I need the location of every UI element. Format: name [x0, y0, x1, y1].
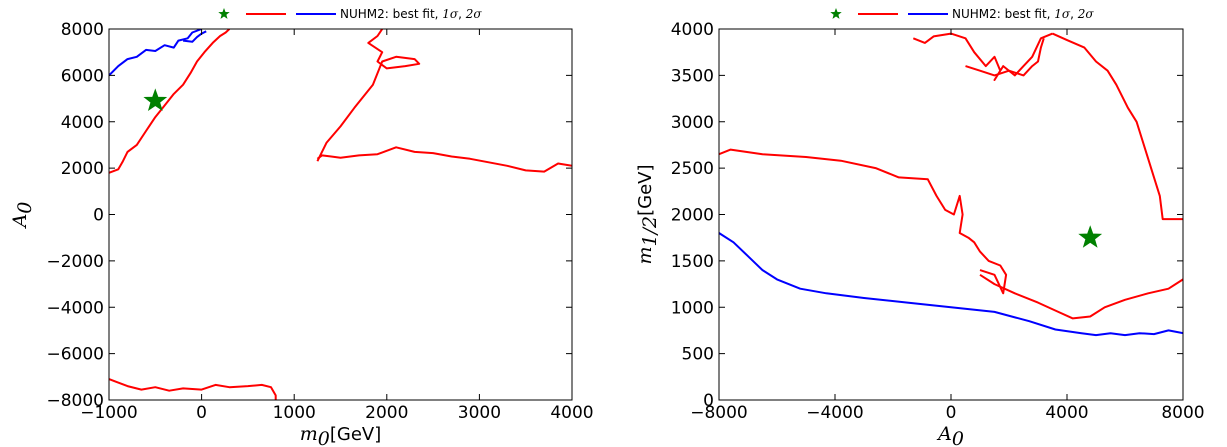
chart-1-series-group — [719, 32, 1183, 337]
chart-1-x-axis-label: A0 — [936, 423, 964, 447]
chart-0-y-tick-label-0: −8000 — [46, 391, 104, 411]
chart-0-x-tick-label-0: −1000 — [80, 403, 138, 423]
chart-1-y-tick-label-2: 1000 — [671, 298, 714, 318]
chart-0-y-tick-label-7: 6000 — [61, 66, 104, 86]
chart-0-series-line-2 — [316, 29, 421, 162]
chart-1-x-tick-label-4: 8000 — [1161, 403, 1204, 423]
chart-0-series-line-0 — [109, 29, 231, 174]
chart-0-series-line-3 — [109, 378, 277, 400]
chart-0-series-line-5 — [182, 30, 207, 43]
chart-1-legend-sep: , — [1070, 7, 1078, 21]
chart-0-y-axis-label: A0 — [9, 202, 36, 230]
chart-1-x-tick-label-1: −4000 — [806, 403, 864, 423]
chart-1-y-axis-label-unit: [GeV] — [635, 165, 656, 216]
chart-1-plot-frame — [718, 28, 1184, 401]
chart-0-y-tick-label-8: 8000 — [61, 20, 104, 40]
chart-0-legend-sep: , — [458, 7, 466, 21]
chart-0-y-tick-label-5: 2000 — [61, 159, 104, 179]
chart-0-series-line-1 — [316, 146, 572, 173]
chart-1-legend: NUHM2: best fit, 1σ, 2σ — [830, 7, 1094, 21]
chart-m0-a0: −1000 0 1000 2000 3000 4000−8000−6000−4000−20… — [9, 7, 594, 447]
chart-0-legend-label: NUHM2: best fit, — [340, 7, 442, 21]
chart-0-x-axis-label-symbol: m — [300, 423, 318, 445]
chart-0-x-tick-label-3: 2000 — [365, 403, 408, 423]
chart-1-series-line-4 — [1052, 32, 1183, 221]
chart-1-legend-sig1: 1σ — [1054, 7, 1071, 21]
chart-0-series-group — [109, 29, 572, 400]
chart-1-series-line-3 — [965, 38, 1045, 77]
chart-1-x-axis-label-sub: 0 — [952, 428, 964, 447]
chart-1-series-line-5 — [719, 232, 1183, 337]
chart-1-x-axis-label-symbol: A — [936, 423, 952, 445]
chart-1-y-axis-label-sub: 1/2 — [639, 216, 661, 247]
chart-0-legend-text: NUHM2: best fit, 1σ, 2σ — [340, 7, 482, 21]
chart-0-x-axis-label-sub: 0 — [318, 428, 330, 447]
chart-0-series-line-4 — [109, 29, 202, 77]
chart-0-legend-star-marker — [218, 8, 230, 19]
chart-0-y-tick-label-3: −2000 — [46, 252, 104, 272]
chart-1-legend-star-marker — [830, 8, 842, 19]
chart-1-y-tick-label-1: 500 — [682, 345, 714, 365]
chart-a0-m12: −8000 −4000 0 4000 8000 0 500 1000 1500 2000 2500 3… — [634, 7, 1205, 447]
chart-0-best-fit-star — [143, 88, 168, 111]
chart-1-x-tick-label-3: 4000 — [1045, 403, 1088, 423]
chart-0-y-tick-label-6: 4000 — [61, 113, 104, 133]
chart-0-x-tick-label-4: 3000 — [458, 403, 501, 423]
chart-1-x-tick-label-0: −8000 — [690, 403, 748, 423]
chart-0-legend-sig2: 2σ — [465, 7, 483, 21]
chart-1-y-tick-label-4: 2000 — [671, 206, 714, 226]
chart-1-best-fit-star — [1078, 225, 1103, 248]
chart-1-y-tick-label-6: 3000 — [671, 113, 714, 133]
chart-1-y-tick-label-7: 3500 — [671, 66, 714, 86]
chart-0-y-tick-label-4: 0 — [93, 206, 104, 226]
chart-1-y-tick-label-8: 4000 — [671, 20, 714, 40]
chart-0-y-tick-label-1: −6000 — [46, 345, 104, 365]
chart-1-legend-sig2: 2σ — [1077, 7, 1095, 21]
chart-0-y-tick-label-2: −4000 — [46, 298, 104, 318]
chart-1-series-line-0 — [719, 148, 1008, 295]
chart-1-series-line-2 — [912, 32, 1053, 81]
chart-1-y-tick-label-5: 2500 — [671, 159, 714, 179]
chart-1-legend-label: NUHM2: best fit, — [952, 7, 1054, 21]
chart-0-y-axis-label-symbol: A — [9, 214, 31, 230]
chart-0-legend-sig1: 1σ — [442, 7, 459, 21]
chart-1-y-axis-label: m1/2[GeV] — [634, 165, 661, 265]
chart-0-x-tick-label-1: 0 — [196, 403, 207, 423]
chart-0-x-axis-label-unit: [GeV] — [330, 424, 381, 445]
chart-1-y-tick-label-0: 0 — [703, 391, 714, 411]
chart-1-legend-text: NUHM2: best fit, 1σ, 2σ — [952, 7, 1094, 21]
chart-1-series-line-1 — [979, 273, 1183, 320]
chart-0-x-tick-label-2: 1000 — [273, 403, 316, 423]
chart-1-y-axis-label-symbol: m — [634, 246, 656, 264]
chart-0-plot-frame — [108, 28, 573, 401]
chart-1-y-tick-label-3: 1500 — [671, 252, 714, 272]
chart-0-y-axis-label-sub: 0 — [14, 202, 36, 214]
chart-0-x-axis-label: m0[GeV] — [300, 423, 382, 447]
chart-1-x-tick-label-2: 0 — [946, 403, 957, 423]
chart-0-legend: NUHM2: best fit, 1σ, 2σ — [218, 7, 482, 21]
chart-0-x-tick-label-5: 4000 — [550, 403, 593, 423]
